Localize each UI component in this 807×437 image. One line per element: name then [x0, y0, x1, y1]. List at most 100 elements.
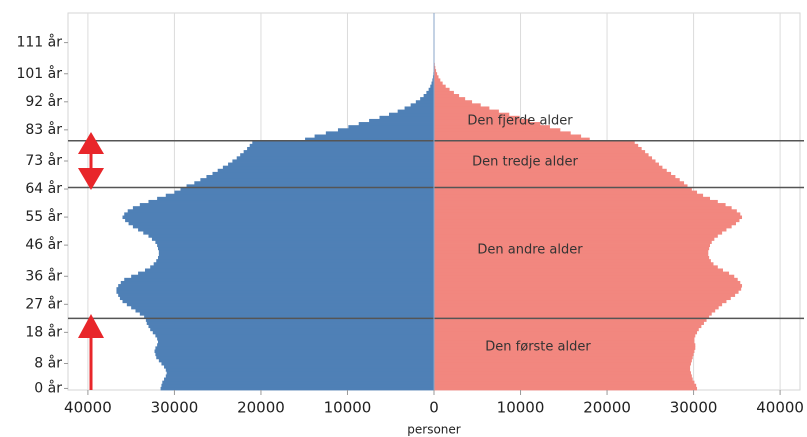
bar — [434, 112, 510, 117]
bar — [156, 355, 435, 360]
bar — [434, 277, 738, 282]
bar — [434, 368, 691, 372]
bar — [434, 203, 726, 207]
bar — [434, 206, 732, 210]
bar — [166, 371, 434, 375]
annotation: Den fjerde alder — [467, 114, 573, 129]
bar — [434, 262, 714, 266]
bar — [434, 361, 691, 366]
bar — [434, 165, 663, 170]
bar — [434, 249, 709, 254]
bar — [144, 315, 434, 319]
bar — [434, 159, 656, 163]
bar — [124, 277, 434, 282]
bar — [432, 78, 434, 82]
bar — [434, 100, 473, 104]
y-tick-label: 36 år — [25, 267, 62, 284]
bar — [434, 380, 695, 385]
arrow-head — [78, 168, 104, 190]
bar — [116, 287, 434, 291]
bar — [434, 305, 719, 310]
bar — [150, 327, 434, 332]
bar — [152, 330, 435, 335]
bar — [180, 187, 434, 191]
bar — [232, 159, 434, 163]
bar — [174, 190, 434, 195]
bar — [243, 150, 434, 154]
bar — [434, 358, 692, 363]
bar — [157, 256, 434, 260]
bar — [124, 212, 434, 216]
bar — [434, 187, 692, 191]
bar — [236, 156, 434, 160]
bar — [434, 106, 490, 110]
bar — [434, 90, 454, 95]
bar — [434, 308, 716, 313]
bar — [434, 109, 499, 114]
bar — [228, 162, 434, 167]
bar — [434, 330, 698, 335]
bar — [389, 112, 434, 117]
bar — [434, 150, 646, 154]
bar — [434, 293, 736, 297]
bar — [131, 274, 434, 279]
bar — [434, 131, 571, 135]
bar — [164, 377, 435, 382]
bar — [434, 227, 727, 232]
bar — [415, 100, 434, 104]
y-tick-label: 83 år — [25, 121, 62, 138]
bar — [434, 153, 649, 157]
y-tick-label: 101 år — [16, 65, 62, 82]
y-tick-label: 92 år — [25, 93, 62, 110]
bar — [165, 193, 434, 198]
bar — [165, 368, 434, 372]
bar — [157, 340, 434, 344]
bar — [434, 118, 531, 123]
bar — [186, 184, 434, 188]
bar — [434, 240, 712, 244]
bar — [158, 249, 434, 254]
y-tick-label: 55 år — [25, 208, 62, 225]
bar — [434, 65, 436, 70]
bar — [200, 178, 434, 182]
x-tick-label: 0 — [429, 399, 439, 417]
bar — [434, 94, 460, 98]
bar — [434, 115, 520, 120]
bar — [434, 299, 727, 304]
bar — [157, 243, 435, 248]
bar — [434, 234, 718, 238]
bar — [434, 143, 639, 148]
x-tick-label: 10000 — [497, 399, 545, 417]
bar — [314, 134, 434, 139]
bar — [430, 84, 434, 89]
bar — [434, 140, 635, 145]
bar — [434, 268, 723, 273]
bar — [150, 265, 434, 269]
bar — [434, 355, 693, 360]
bar — [247, 146, 434, 151]
x-tick-label: 30000 — [670, 399, 718, 417]
bar — [434, 337, 695, 341]
bar — [119, 296, 435, 301]
bar — [379, 115, 434, 120]
bar — [434, 199, 718, 204]
bar — [116, 290, 434, 294]
bar — [165, 374, 434, 378]
bar — [434, 212, 741, 216]
bar — [434, 365, 691, 369]
bar — [157, 246, 434, 251]
bar — [132, 224, 434, 229]
bar — [157, 196, 435, 201]
bar — [249, 143, 434, 148]
y-tick-label: 64 år — [25, 180, 62, 197]
bar — [434, 178, 680, 182]
bar — [434, 184, 688, 188]
bar — [145, 318, 434, 322]
annotation: Den første alder — [485, 340, 591, 355]
bar — [222, 165, 434, 170]
bar — [423, 94, 434, 98]
x-tick-label: 40000 — [756, 399, 804, 417]
annotation: Den tredje alder — [472, 155, 578, 170]
bar — [434, 327, 699, 332]
bar — [139, 312, 434, 316]
